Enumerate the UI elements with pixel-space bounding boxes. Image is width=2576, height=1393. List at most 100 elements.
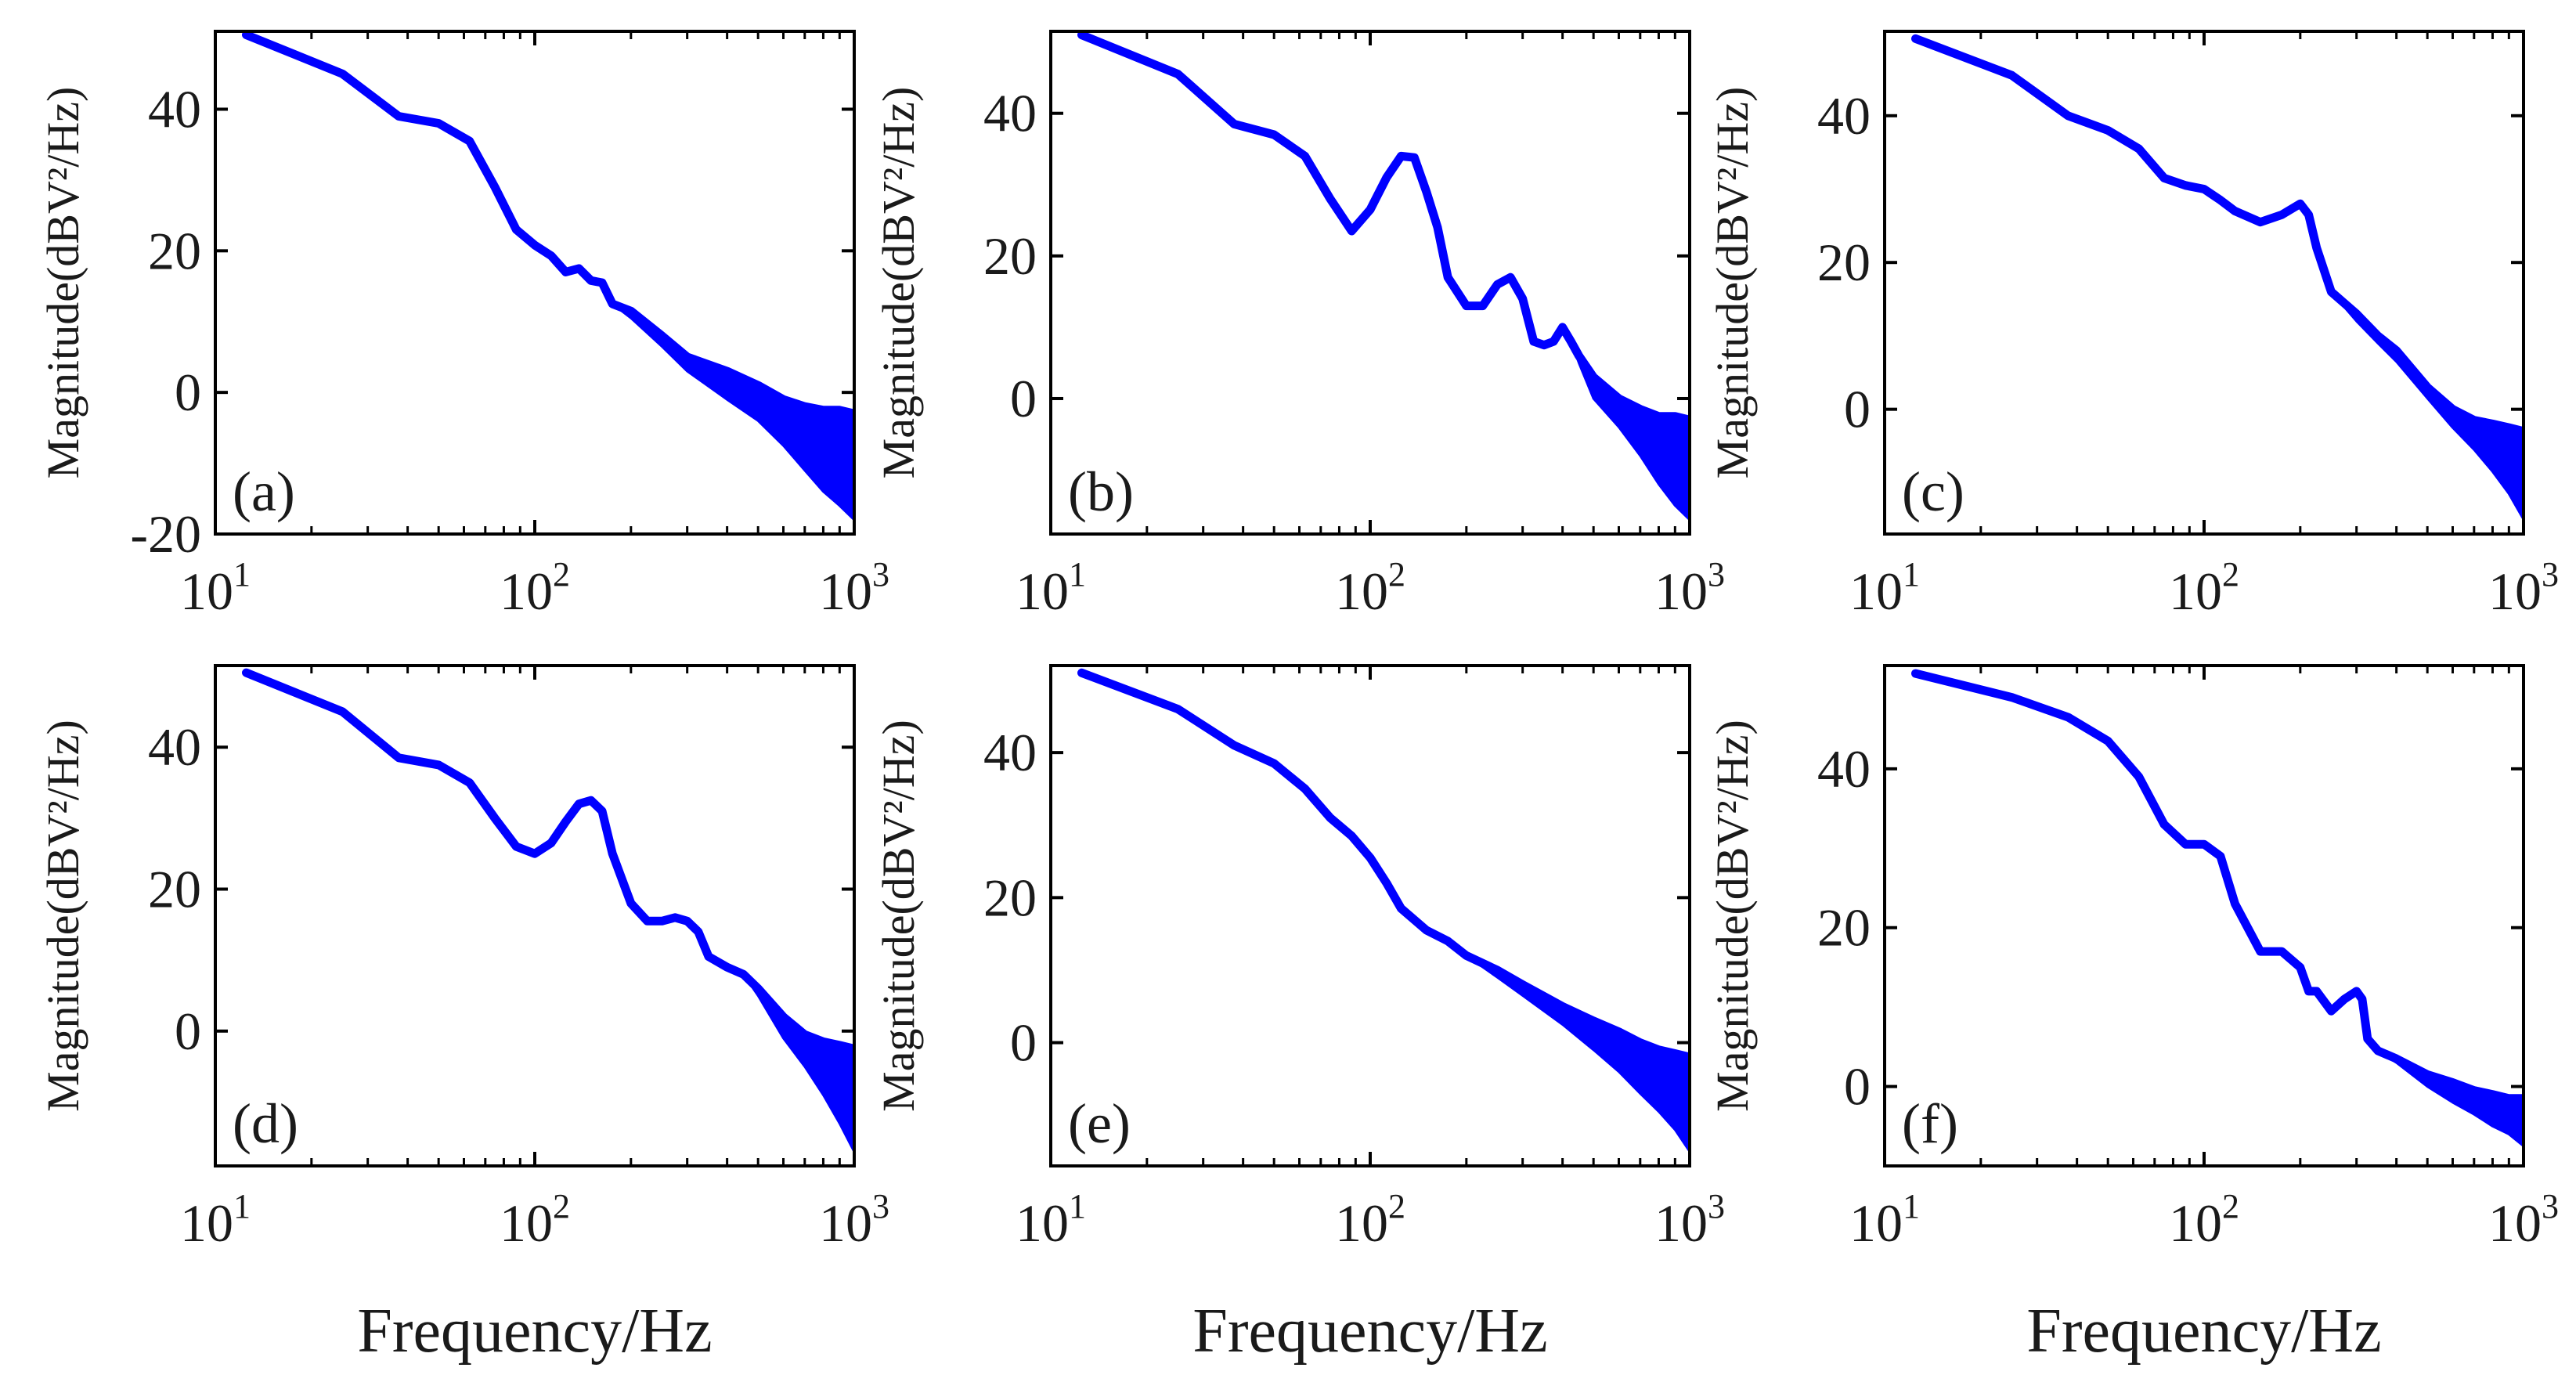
data-point — [1495, 283, 1499, 287]
x-tick-exponent: 3 — [2542, 1187, 2559, 1225]
x-tick-base: 10 — [819, 1193, 872, 1253]
data-point — [1329, 197, 1332, 200]
data-point — [1617, 1030, 1621, 1034]
data-point — [1446, 276, 1450, 280]
data-point — [2298, 965, 2302, 969]
data-point — [1542, 343, 1546, 347]
data-point — [589, 279, 593, 283]
x-tick-label: 103 — [819, 555, 889, 621]
data-point — [1446, 939, 1450, 943]
data-point — [645, 919, 649, 923]
data-point — [577, 802, 581, 806]
panel-label: (b) — [1068, 460, 1134, 523]
y-axis-label: Magnitude(dBV²/Hz) — [1707, 87, 1758, 479]
data-point — [437, 121, 441, 125]
y-tick-label: 0 — [1010, 369, 1037, 428]
data-point — [493, 816, 496, 820]
x-tick-label: 101 — [180, 1187, 251, 1253]
x-tick-exponent: 3 — [2542, 555, 2559, 594]
data-point — [1399, 154, 1403, 158]
x-tick-exponent: 1 — [1903, 1187, 1920, 1225]
data-point — [1350, 229, 1354, 233]
data-point — [1617, 397, 1621, 400]
data-point — [1481, 304, 1485, 308]
data-point — [397, 114, 401, 118]
data-point — [2203, 187, 2206, 191]
panel-label: (a) — [233, 460, 295, 523]
data-point — [2329, 290, 2333, 294]
x-tick-exponent: 3 — [1708, 1187, 1725, 1225]
data-point — [1436, 226, 1439, 229]
y-tick-label: 20 — [148, 221, 201, 280]
y-axis-label: Magnitude(dBV²/Hz) — [873, 720, 924, 1112]
data-points — [1914, 37, 2525, 433]
data-point — [1272, 762, 1276, 765]
data-point — [2218, 854, 2222, 858]
x-tick-exponent: 3 — [872, 555, 889, 594]
data-point — [1303, 787, 1307, 791]
data-point — [1673, 414, 1677, 418]
x-tick-exponent: 2 — [1388, 1187, 1405, 1225]
data-point — [1914, 672, 1918, 676]
data-point — [1176, 72, 1180, 76]
data-point — [564, 270, 568, 274]
data-point — [1424, 929, 1428, 932]
data-point — [2280, 950, 2284, 954]
x-tick-label: 102 — [2169, 1187, 2239, 1253]
x-tick-exponent: 2 — [553, 1187, 570, 1225]
series-line — [1911, 669, 2524, 1103]
y-tick-label: -20 — [130, 504, 201, 564]
data-point — [2491, 422, 2495, 426]
data-point — [2203, 843, 2206, 846]
data-points — [244, 671, 856, 1051]
x-tick-exponent: 2 — [553, 555, 570, 594]
data-point — [1552, 340, 1556, 344]
data-point — [493, 185, 496, 189]
y-axis-label: Magnitude(dBV²/Hz) — [38, 720, 88, 1112]
data-point — [2010, 695, 2014, 699]
data-point — [1176, 707, 1180, 711]
x-tick-label: 101 — [1016, 1187, 1086, 1253]
data-point — [2426, 1073, 2430, 1077]
x-tick-base: 10 — [2488, 1193, 2542, 1253]
data-points — [1914, 672, 2525, 1100]
data-point — [741, 973, 745, 976]
data-point — [611, 302, 615, 306]
data-point — [244, 33, 248, 37]
x-tick-exponent: 1 — [233, 1187, 251, 1225]
data-point — [2451, 407, 2455, 411]
panel-label: (e) — [1068, 1092, 1131, 1155]
data-point — [2365, 1037, 2369, 1041]
data-point — [2066, 114, 2070, 117]
data-point — [821, 408, 825, 412]
data-point — [341, 709, 345, 713]
data-point — [467, 139, 471, 143]
x-tick-base: 10 — [1849, 1193, 1903, 1253]
x-tick-label: 103 — [1654, 555, 1725, 621]
data-point — [2472, 1088, 2476, 1092]
data-point — [725, 965, 729, 969]
data-point — [756, 384, 760, 388]
data-point — [1532, 340, 1535, 344]
y-tick-label: 0 — [175, 1001, 201, 1061]
data-point — [725, 370, 729, 373]
data-point — [673, 915, 677, 919]
data-point — [1399, 907, 1403, 911]
data-point — [2280, 213, 2284, 217]
data-point — [2343, 998, 2347, 1001]
data-point — [2360, 998, 2364, 1001]
x-tick-label: 101 — [1016, 555, 1086, 621]
x-tick-label: 103 — [2488, 555, 2559, 621]
x-tick-base: 10 — [1335, 561, 1388, 621]
data-point — [2491, 1092, 2495, 1096]
x-tick-base: 10 — [500, 1193, 553, 1253]
data-point — [1560, 325, 1564, 329]
data-point — [2163, 176, 2166, 180]
data-point — [781, 1015, 785, 1019]
x-tick-label: 101 — [1849, 555, 1920, 621]
x-axis-label: Frequency/Hz — [1192, 1297, 1547, 1366]
